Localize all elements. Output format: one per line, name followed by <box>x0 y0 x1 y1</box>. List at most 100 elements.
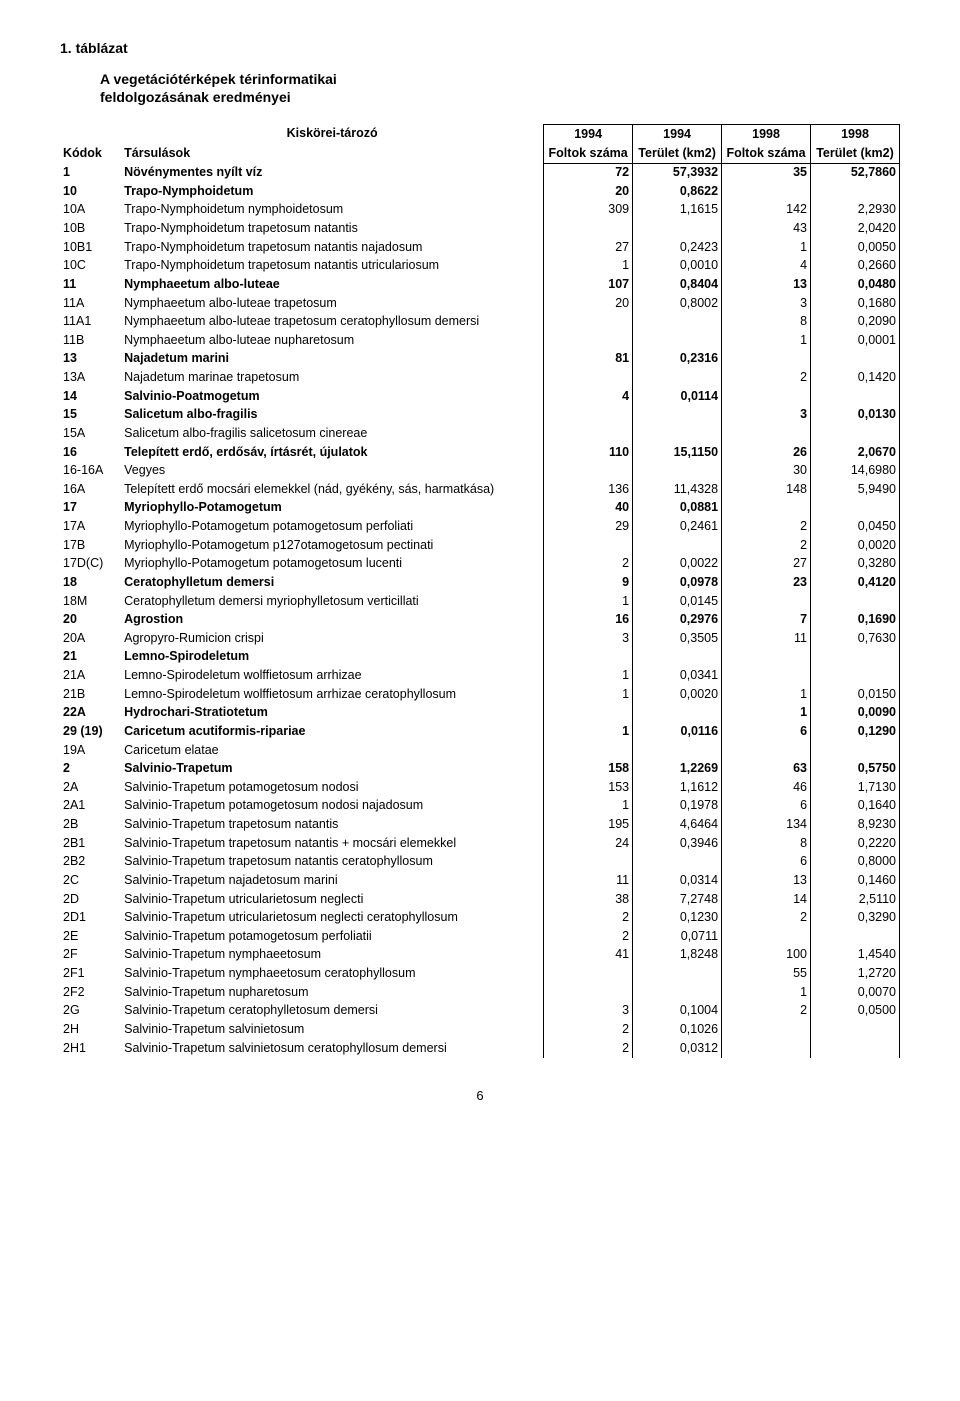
value-cell <box>722 1039 811 1058</box>
value-cell: 0,0116 <box>633 722 722 741</box>
table-row: 2B1Salvinio-Trapetum trapetosum natantis… <box>60 834 900 853</box>
value-cell: 27 <box>544 238 633 257</box>
code-cell: 14 <box>60 387 121 406</box>
name-cell: Caricetum acutiformis-ripariae <box>121 722 544 741</box>
table-row: 15Salicetum albo-fragilis30,0130 <box>60 406 900 425</box>
value-cell <box>544 220 633 239</box>
table-row: 20AAgropyro-Rumicion crispi30,3505110,76… <box>60 629 900 648</box>
value-cell: 2,2930 <box>811 201 900 220</box>
code-cell: 11A1 <box>60 313 121 332</box>
value-cell <box>633 424 722 443</box>
value-cell <box>811 592 900 611</box>
value-cell: 1 <box>544 685 633 704</box>
value-cell: 0,4120 <box>811 573 900 592</box>
value-cell: 0,1460 <box>811 871 900 890</box>
value-cell: 0,1004 <box>633 1002 722 1021</box>
value-cell: 0,7630 <box>811 629 900 648</box>
value-cell <box>633 648 722 667</box>
name-cell: Najadetum marinae trapetosum <box>121 369 544 388</box>
value-cell <box>722 741 811 760</box>
code-cell: 17D(C) <box>60 555 121 574</box>
value-cell: 2,0420 <box>811 220 900 239</box>
value-cell <box>722 648 811 667</box>
value-cell <box>544 406 633 425</box>
name-cell: Salvinio-Trapetum nymphaeetosum <box>121 946 544 965</box>
value-cell <box>811 667 900 686</box>
value-cell <box>811 1039 900 1058</box>
value-cell: 0,0010 <box>633 257 722 276</box>
code-cell: 15 <box>60 406 121 425</box>
value-cell: 2 <box>544 1039 633 1058</box>
name-cell: Salvinio-Trapetum utricularietosum negle… <box>121 909 544 928</box>
table-row: 2Salvinio-Trapetum1581,2269630,5750 <box>60 760 900 779</box>
value-cell <box>544 741 633 760</box>
code-cell: 13A <box>60 369 121 388</box>
code-cell: 19A <box>60 741 121 760</box>
value-cell: 40 <box>544 499 633 518</box>
value-cell: 2 <box>722 518 811 537</box>
value-cell: 0,3290 <box>811 909 900 928</box>
value-cell <box>633 704 722 723</box>
value-cell: 0,0020 <box>633 685 722 704</box>
value-cell: 0,0022 <box>633 555 722 574</box>
code-cell: 2D <box>60 890 121 909</box>
code-cell: 10A <box>60 201 121 220</box>
table-row: 2F2Salvinio-Trapetum nupharetosum10,0070 <box>60 983 900 1002</box>
value-cell <box>633 313 722 332</box>
value-cell: 13 <box>722 871 811 890</box>
table-row: 16Telepített erdő, erdősáv, írtásrét, új… <box>60 443 900 462</box>
value-cell: 3 <box>544 629 633 648</box>
value-cell: 7 <box>722 611 811 630</box>
code-cell: 10B1 <box>60 238 121 257</box>
name-cell: Salvinio-Trapetum nymphaeetosum ceratoph… <box>121 965 544 984</box>
code-cell: 18M <box>60 592 121 611</box>
value-cell <box>722 1020 811 1039</box>
value-cell: 4,6464 <box>633 816 722 835</box>
name-cell: Trapo-Nymphoidetum nymphoidetosum <box>121 201 544 220</box>
year-header: 1998 <box>722 125 811 144</box>
value-cell: 1 <box>544 592 633 611</box>
value-cell <box>811 927 900 946</box>
value-cell: 6 <box>722 797 811 816</box>
code-cell: 21A <box>60 667 121 686</box>
name-cell: Myriophyllo-Potamogetum <box>121 499 544 518</box>
name-cell: Salvinio-Trapetum trapetosum natantis <box>121 816 544 835</box>
value-cell: 0,2423 <box>633 238 722 257</box>
value-cell <box>633 406 722 425</box>
name-cell: Caricetum elatae <box>121 741 544 760</box>
title-line-2: feldolgozásának eredményei <box>100 89 291 105</box>
value-cell: 1 <box>544 257 633 276</box>
table-row: 17AMyriophyllo-Potamogetum potamogetosum… <box>60 518 900 537</box>
table-row: 2ASalvinio-Trapetum potamogetosum nodosi… <box>60 778 900 797</box>
name-cell: Myriophyllo-Potamogetum potamogetosum lu… <box>121 555 544 574</box>
table-title: A vegetációtérképek térinformatikai feld… <box>100 70 900 106</box>
table-row: 18Ceratophylletum demersi90,0978230,4120 <box>60 573 900 592</box>
code-cell: 1 <box>60 163 121 182</box>
value-cell: 1,7130 <box>811 778 900 797</box>
value-cell <box>722 667 811 686</box>
name-cell: Trapo-Nymphoidetum <box>121 182 544 201</box>
value-cell: 1 <box>722 238 811 257</box>
value-cell: 8 <box>722 834 811 853</box>
code-cell: 11B <box>60 331 121 350</box>
code-cell: 29 (19) <box>60 722 121 741</box>
code-cell: 2A <box>60 778 121 797</box>
table-row: 2FSalvinio-Trapetum nymphaeetosum411,824… <box>60 946 900 965</box>
value-cell: 1,4540 <box>811 946 900 965</box>
value-cell <box>633 741 722 760</box>
table-row: 2F1Salvinio-Trapetum nymphaeetosum cerat… <box>60 965 900 984</box>
value-cell: 20 <box>544 294 633 313</box>
table-row: 10BTrapo-Nymphoidetum trapetosum natanti… <box>60 220 900 239</box>
name-cell: Lemno-Spirodeletum wolffietosum arrhizae <box>121 667 544 686</box>
table-row: 2D1Salvinio-Trapetum utricularietosum ne… <box>60 909 900 928</box>
value-cell: 1,8248 <box>633 946 722 965</box>
code-cell: 22A <box>60 704 121 723</box>
value-cell: 309 <box>544 201 633 220</box>
name-cell: Najadetum marini <box>121 350 544 369</box>
value-cell: 0,0314 <box>633 871 722 890</box>
value-cell: 0,2316 <box>633 350 722 369</box>
table-number: 1. táblázat <box>60 40 900 56</box>
value-cell: 0,1690 <box>811 611 900 630</box>
value-cell: 57,3932 <box>633 163 722 182</box>
value-cell: 2 <box>544 909 633 928</box>
